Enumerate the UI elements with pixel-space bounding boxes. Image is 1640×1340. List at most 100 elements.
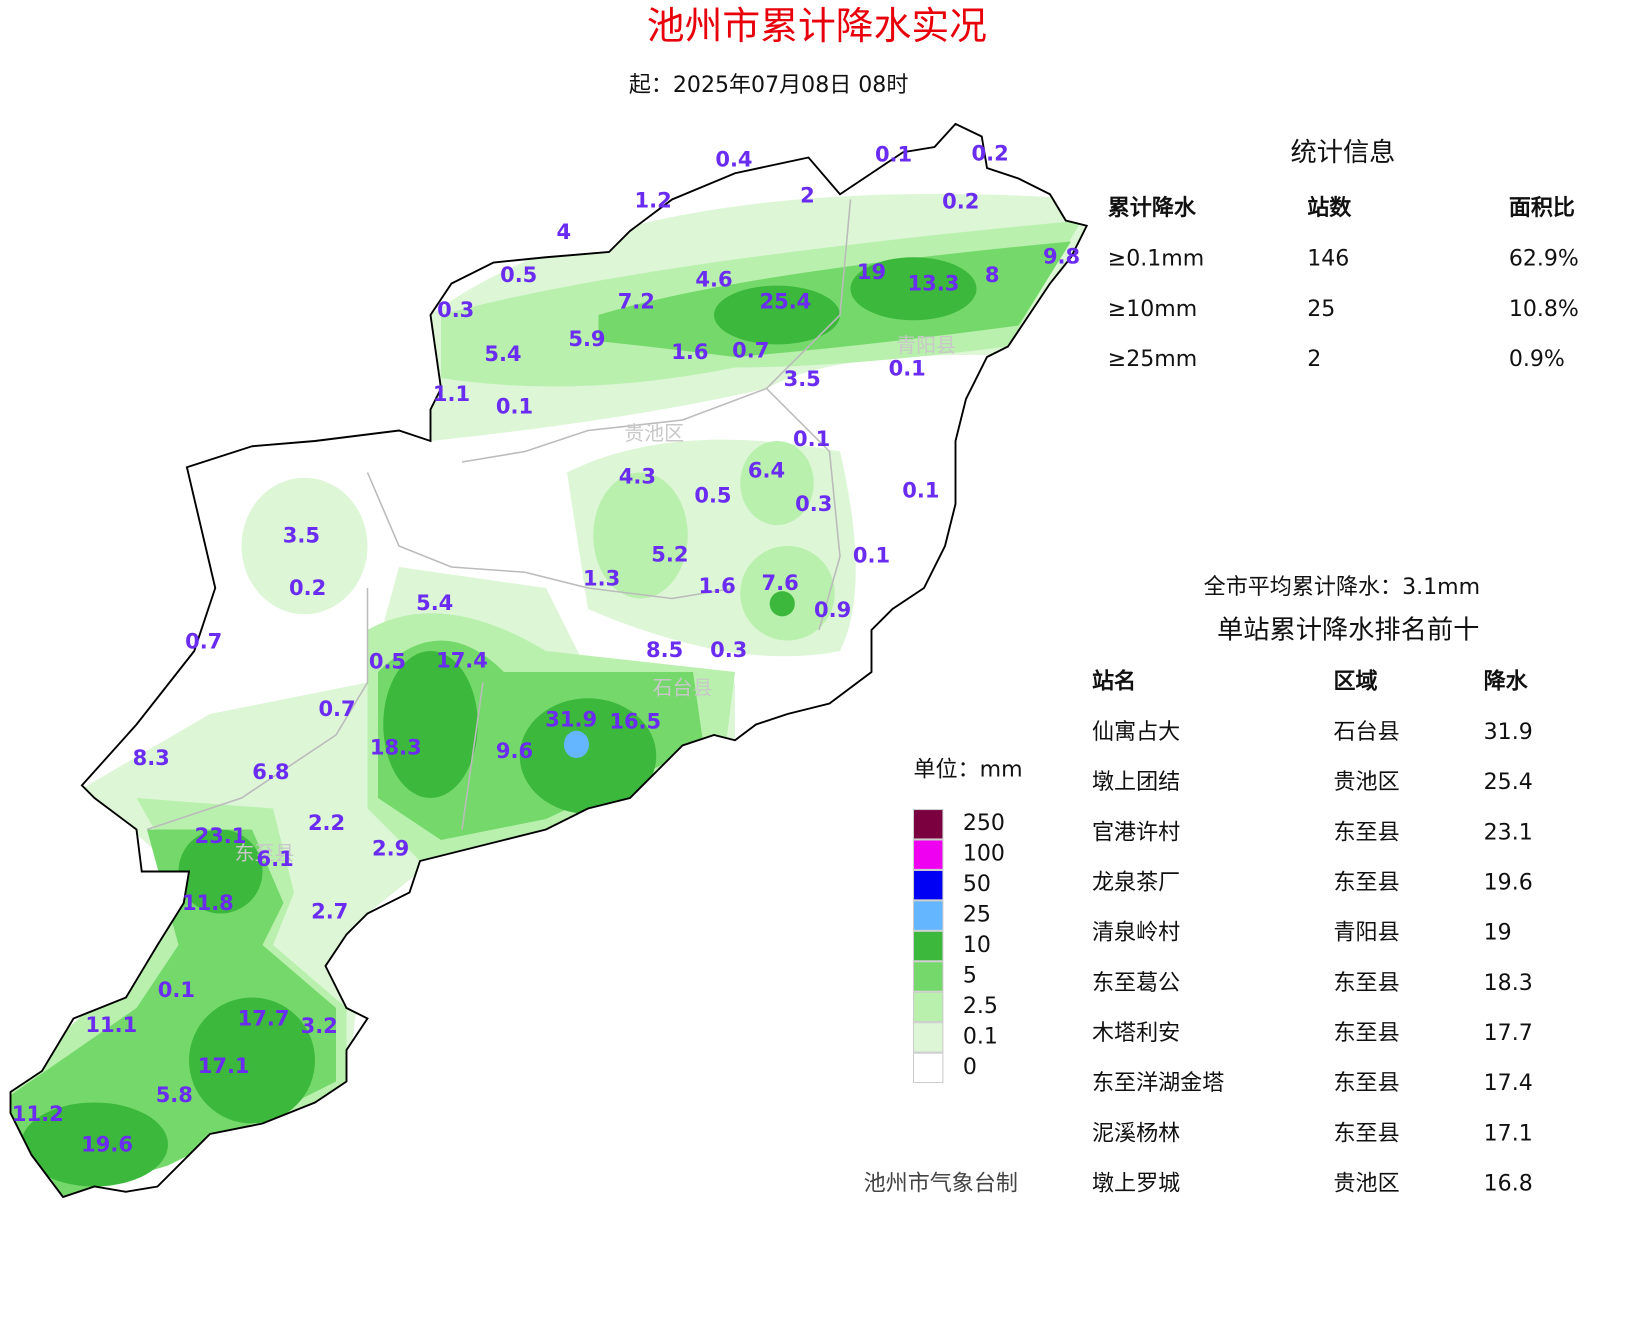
station-value: 2 [800, 183, 815, 207]
subtitle: 起：2025年07月08日 08时 [629, 73, 909, 98]
legend-swatch [912, 869, 944, 901]
ranking-cell: 31.9 [1484, 720, 1533, 745]
legend-label: 50 [963, 872, 991, 897]
ranking-cell: 东至县 [1334, 1021, 1400, 1046]
station-value: 0.3 [795, 492, 832, 516]
footer: 池州市气象台制 [864, 1171, 1018, 1196]
station-value: 11.1 [85, 1013, 137, 1037]
station-value: 0.1 [889, 357, 926, 381]
ranking-header: 区域 [1334, 668, 1378, 694]
legend: 250 100 50 25 10 5 2.5 0.1 0 [912, 809, 1005, 1084]
station-value: 1.3 [583, 567, 620, 591]
station-value: 5.8 [156, 1083, 193, 1107]
station-value: 2.7 [311, 899, 348, 923]
station-value: 0.1 [853, 544, 890, 568]
ranking-cell: 石台县 [1334, 720, 1400, 745]
station-value: 0.1 [902, 478, 939, 502]
station-value: 5.2 [651, 542, 688, 566]
ranking-title: 单站累计降水排名前十 [1217, 616, 1479, 646]
station-value: 0.2 [942, 190, 979, 214]
legend-label: 10 [963, 933, 991, 958]
legend-title: 单位：mm [913, 758, 1022, 783]
stats-cell: 0.9% [1509, 347, 1565, 372]
content: 250 100 50 25 10 5 2.5 0.1 0 池州市累计降水实况起：2025年07月… [9, 4, 1579, 1198]
station-value: 0.1 [496, 394, 533, 418]
ranking-cell: 17.4 [1484, 1071, 1533, 1096]
legend-swatch [912, 900, 944, 931]
station-value: 4.3 [619, 465, 656, 489]
stats-cell: ≥0.1mm [1108, 246, 1205, 271]
station-value: 0.4 [715, 148, 752, 172]
stats-cell: 25 [1307, 297, 1335, 322]
station-value: 0.7 [318, 697, 355, 721]
ranking-cell: 官港许村 [1092, 820, 1180, 845]
station-value: 2.9 [372, 836, 409, 860]
station-value: 1.1 [433, 382, 470, 406]
station-value: 3.2 [301, 1014, 338, 1038]
station-value: 19 [857, 260, 886, 284]
station-value: 0.1 [793, 427, 830, 451]
ranking-cell: 18.3 [1484, 971, 1533, 996]
stats-cell: 146 [1307, 246, 1349, 271]
station-value: 16.5 [609, 709, 661, 733]
legend-label: 5 [963, 964, 977, 989]
station-value: 3.5 [283, 524, 320, 548]
ranking-cell: 17.1 [1484, 1121, 1533, 1146]
ranking-cell: 23.1 [1484, 820, 1533, 845]
station-value: 5.4 [484, 342, 521, 366]
ranking-cell: 墩上罗城 [1092, 1172, 1180, 1197]
station-value: 0.7 [185, 630, 222, 654]
ranking-header: 降水 [1484, 669, 1529, 694]
station-value: 9.8 [1043, 244, 1080, 268]
stats-cell: 2 [1307, 347, 1321, 372]
stats-cell: 62.9% [1509, 246, 1579, 271]
station-value: 17.4 [436, 649, 488, 673]
station-value: 6.1 [256, 847, 293, 871]
station-value: 0.5 [694, 484, 731, 508]
ranking-cell: 东至县 [1334, 1071, 1400, 1096]
stats-title: 统计信息 [1290, 138, 1395, 168]
stats-cell: ≥10mm [1108, 297, 1197, 322]
district-label: 石台县 [653, 675, 713, 699]
legend-label: 25 [963, 903, 991, 928]
ranking-cell: 贵池区 [1334, 1172, 1400, 1197]
legend-swatch [912, 991, 944, 1023]
station-value: 9.6 [496, 739, 533, 763]
ranking-cell: 泥溪杨林 [1092, 1121, 1180, 1146]
station-value: 4.6 [695, 267, 732, 291]
station-value: 8.3 [133, 746, 170, 770]
ranking-cell: 东至洋湖金塔 [1092, 1071, 1224, 1096]
station-value: 0.5 [500, 263, 537, 287]
district-label: 东至县 [235, 841, 295, 865]
ranking-cell: 25.4 [1484, 770, 1533, 795]
station-value: 0.7 [732, 339, 769, 363]
station-value: 31.9 [545, 707, 597, 731]
ranking-cell: 东至县 [1334, 820, 1400, 845]
legend-swatch [912, 1022, 944, 1053]
ranking-cell: 清泉岭村 [1092, 921, 1180, 946]
stats-cell: 10.8% [1509, 297, 1579, 322]
ranking-header: 站名 [1092, 668, 1136, 694]
station-value: 18.3 [370, 736, 422, 760]
district-label: 青阳县 [896, 333, 956, 357]
station-value: 25.4 [759, 289, 811, 313]
stats-cell: ≥25mm [1108, 347, 1197, 372]
station-value: 13.3 [908, 272, 960, 296]
ranking-cell: 东至葛公 [1092, 971, 1180, 996]
station-value: 17.7 [238, 1007, 290, 1031]
stats-header: 站数 [1307, 195, 1352, 221]
average: 全市平均累计降水：3.1mm [1204, 575, 1480, 600]
legend-label: 0 [963, 1055, 977, 1080]
legend-swatch [912, 839, 944, 870]
station-value: 19.6 [81, 1133, 133, 1157]
station-value: 0.1 [875, 142, 912, 166]
station-value: 0.3 [710, 638, 747, 662]
station-value: 6.4 [748, 458, 785, 482]
legend-swatch [912, 809, 944, 840]
station-value: 5.4 [416, 591, 453, 615]
station-value: 0.2 [972, 141, 1009, 165]
station-value: 1.6 [699, 574, 736, 598]
station-value: 23.1 [195, 824, 247, 848]
